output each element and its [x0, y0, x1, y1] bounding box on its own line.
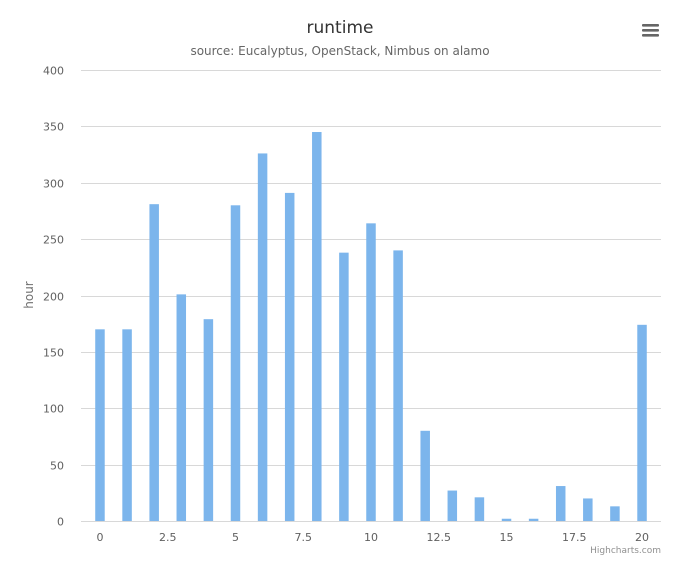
menu-button[interactable] — [640, 20, 662, 40]
bar[interactable] — [528, 518, 539, 521]
bar[interactable] — [257, 153, 268, 521]
bar-series — [95, 132, 647, 522]
menu-icon — [642, 24, 659, 37]
x-tick-label: 2.5 — [159, 531, 177, 544]
bar[interactable] — [230, 205, 241, 522]
y-tick-label: 300 — [43, 178, 64, 191]
bar[interactable] — [393, 250, 403, 521]
x-tick-label: 7.5 — [294, 531, 312, 544]
bar[interactable] — [420, 430, 430, 521]
x-tick-label: 17.5 — [562, 531, 587, 544]
bar[interactable] — [583, 498, 593, 521]
chart-title: runtime — [307, 18, 374, 38]
y-tick-label: 150 — [43, 347, 64, 360]
bar[interactable] — [122, 329, 132, 521]
x-tick-label: 20 — [635, 531, 649, 544]
bar[interactable] — [149, 204, 159, 522]
bar[interactable] — [637, 324, 647, 521]
x-tick-label: 15 — [500, 531, 514, 544]
bar[interactable] — [284, 192, 295, 521]
bar[interactable] — [95, 329, 105, 521]
bar[interactable] — [555, 486, 566, 521]
bar[interactable] — [366, 223, 376, 521]
x-tick-label: 5 — [232, 531, 239, 544]
bar[interactable] — [447, 490, 458, 521]
y-tick-label: 200 — [43, 291, 64, 304]
x-tick-label: 12.5 — [427, 531, 452, 544]
x-tick-label: 0 — [96, 531, 103, 544]
y-tick-label: 0 — [57, 516, 64, 529]
bar[interactable] — [339, 252, 349, 521]
bar[interactable] — [312, 132, 322, 521]
y-axis-title: hour — [22, 281, 36, 309]
credits[interactable]: Highcharts.com — [590, 546, 661, 556]
x-tick-label: 10 — [364, 531, 378, 544]
bar[interactable] — [610, 506, 620, 521]
bar[interactable] — [501, 518, 512, 521]
y-tick-label: 100 — [43, 403, 64, 416]
bar[interactable] — [474, 497, 485, 521]
bar[interactable] — [176, 294, 187, 521]
y-tick-labels: 0 50 100 150 200 250 300 350 400 — [43, 65, 64, 529]
chart-subtitle: source: Eucalyptus, OpenStack, Nimbus on… — [190, 44, 489, 58]
y-tick-label: 250 — [43, 234, 64, 247]
bar[interactable] — [203, 319, 214, 521]
y-tick-label: 350 — [43, 121, 64, 134]
y-tick-label: 50 — [50, 460, 64, 473]
x-tick-labels: 0 2.5 5 7.5 10 12.5 15 17.5 20 — [96, 531, 649, 544]
y-tick-label: 400 — [43, 65, 64, 78]
